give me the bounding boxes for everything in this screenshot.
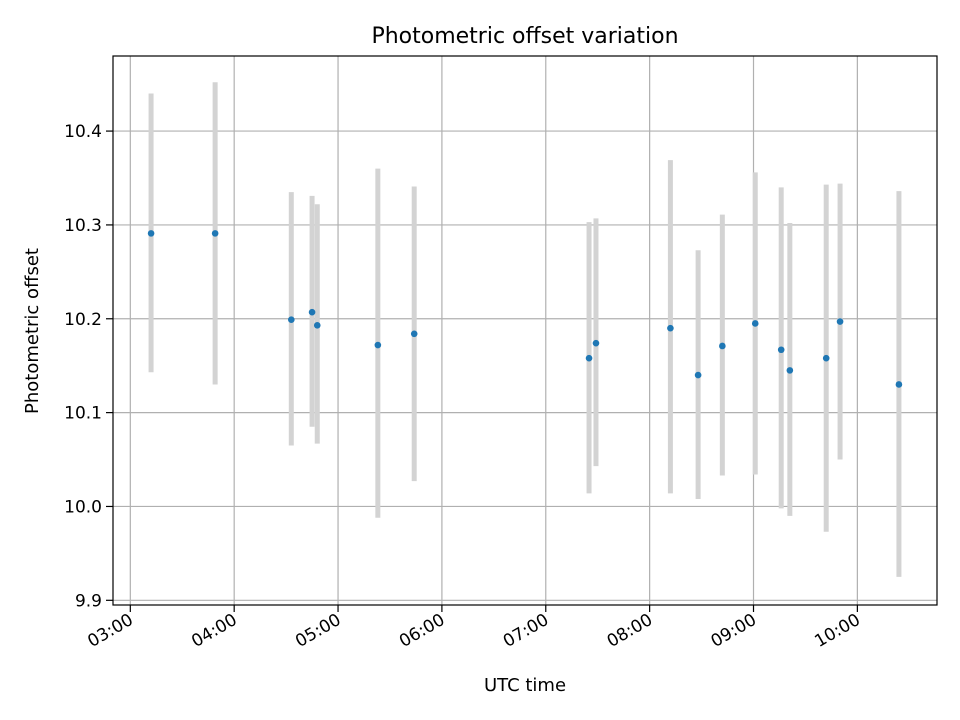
data-point: [147, 230, 155, 237]
data-point: [777, 346, 785, 354]
data-point: [308, 308, 316, 316]
data-point: [822, 354, 830, 362]
y-tick-label: 9.9: [75, 591, 102, 611]
error-bar-layer: [148, 82, 902, 577]
data-point: [786, 367, 794, 374]
data-point: [410, 330, 418, 338]
data-point: [211, 230, 219, 237]
x-tick-label: 07:00: [500, 610, 552, 652]
data-point: [694, 371, 702, 379]
x-tick-label: 06:00: [396, 610, 448, 652]
data-point: [895, 381, 903, 388]
data-point: [751, 320, 759, 327]
x-axis-label: UTC time: [484, 675, 566, 696]
data-point: [719, 342, 726, 350]
y-tick-label: 10.0: [64, 497, 102, 517]
data-point: [288, 316, 295, 324]
data-point: [585, 354, 593, 362]
point-layer: [147, 230, 903, 388]
x-tick-label: 03:00: [84, 610, 136, 652]
x-tick-label: 05:00: [292, 610, 344, 652]
plot-frame: [112, 55, 938, 606]
data-point: [374, 341, 382, 349]
x-tick-label: 08:00: [604, 610, 656, 652]
data-point: [592, 339, 600, 347]
chart-title: Photometric offset variation: [371, 24, 678, 49]
y-tick-label: 10.1: [64, 404, 102, 424]
data-point: [313, 322, 321, 329]
x-tick-label: 10:00: [811, 610, 863, 652]
data-point: [667, 324, 674, 332]
y-tick-label: 10.4: [64, 122, 102, 142]
tick-layer: 03:00 04:00 05:00 06:00 07:00 08:00 09:00 10:00…: [64, 122, 864, 652]
y-tick-label: 10.2: [64, 310, 102, 330]
y-tick-label: 10.3: [64, 216, 102, 236]
grid-layer: [113, 56, 937, 605]
data-point: [836, 318, 844, 325]
y-axis-label: Photometric offset: [22, 248, 43, 414]
x-tick-label: 09:00: [708, 610, 760, 652]
x-tick-label: 04:00: [188, 610, 240, 652]
